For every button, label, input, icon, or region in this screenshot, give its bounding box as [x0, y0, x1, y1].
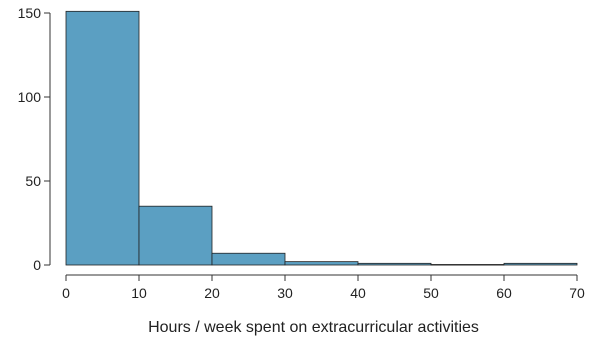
x-tick-label: 60 — [496, 285, 512, 301]
x-axis-title: Hours / week spent on extracurricular ac… — [148, 319, 479, 336]
y-tick-label: 0 — [33, 257, 41, 273]
histogram-bar-30-40 — [284, 261, 359, 266]
x-tick-label: 20 — [204, 285, 220, 301]
histogram-bar-20-30 — [211, 252, 286, 266]
histogram-bar-60-70 — [503, 262, 578, 266]
x-axis-ticks: 0 10 20 30 40 50 60 70 — [62, 275, 585, 301]
x-tick-label: 10 — [131, 285, 147, 301]
x-tick-label: 70 — [569, 285, 585, 301]
x-tick-label: 0 — [62, 285, 70, 301]
y-tick-label: 50 — [25, 173, 41, 189]
histogram-bar-40-50 — [357, 262, 432, 266]
x-tick-label: 50 — [423, 285, 439, 301]
histogram-bars — [65, 10, 578, 266]
x-tick-label: 40 — [350, 285, 366, 301]
histogram-bar-10-20 — [138, 205, 213, 266]
histogram-bar-0-10 — [65, 10, 140, 266]
y-tick-label: 100 — [18, 89, 42, 105]
y-axis-ticks: 0 50 100 150 — [18, 5, 50, 273]
histogram-bar-50-60 — [430, 264, 505, 266]
y-tick-label: 150 — [18, 5, 42, 21]
x-tick-label: 30 — [277, 285, 293, 301]
